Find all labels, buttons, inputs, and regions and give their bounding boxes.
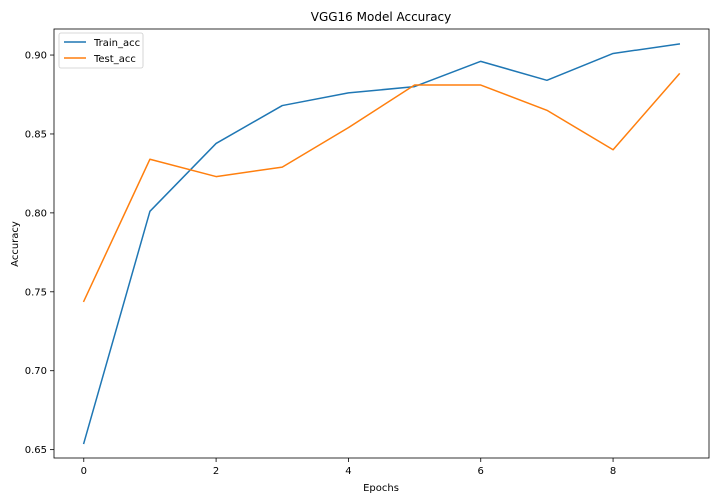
- chart-title: VGG16 Model Accuracy: [311, 10, 452, 24]
- y-axis: 0.65 0.70 0.75 0.80 0.85 0.90: [25, 51, 54, 456]
- y-tick-label: 0.70: [25, 366, 47, 377]
- x-tick-label: 8: [610, 466, 616, 477]
- y-tick-label: 0.90: [25, 51, 47, 62]
- plot-area: [82, 43, 681, 445]
- legend: Train_acc Test_acc: [58, 32, 144, 69]
- legend-label-train-acc: Train_acc: [93, 38, 140, 49]
- series-line-test-acc: [82, 72, 681, 303]
- x-tick-label: 2: [213, 466, 219, 477]
- y-tick-label: 0.85: [25, 129, 47, 140]
- legend-label-test-acc: Test_acc: [93, 54, 136, 65]
- y-tick-label: 0.65: [25, 445, 47, 456]
- y-axis-title: Accuracy: [10, 221, 21, 267]
- x-axis-title: Epochs: [363, 483, 399, 494]
- x-axis: 0 2 4 6 8: [81, 458, 616, 477]
- series-line-train-acc: [82, 43, 681, 445]
- x-tick-label: 6: [478, 466, 484, 477]
- y-tick-label: 0.75: [25, 287, 47, 298]
- x-tick-label: 0: [81, 466, 87, 477]
- y-tick-label: 0.80: [25, 208, 47, 219]
- axes-frame: [53, 28, 710, 459]
- x-tick-label: 4: [345, 466, 351, 477]
